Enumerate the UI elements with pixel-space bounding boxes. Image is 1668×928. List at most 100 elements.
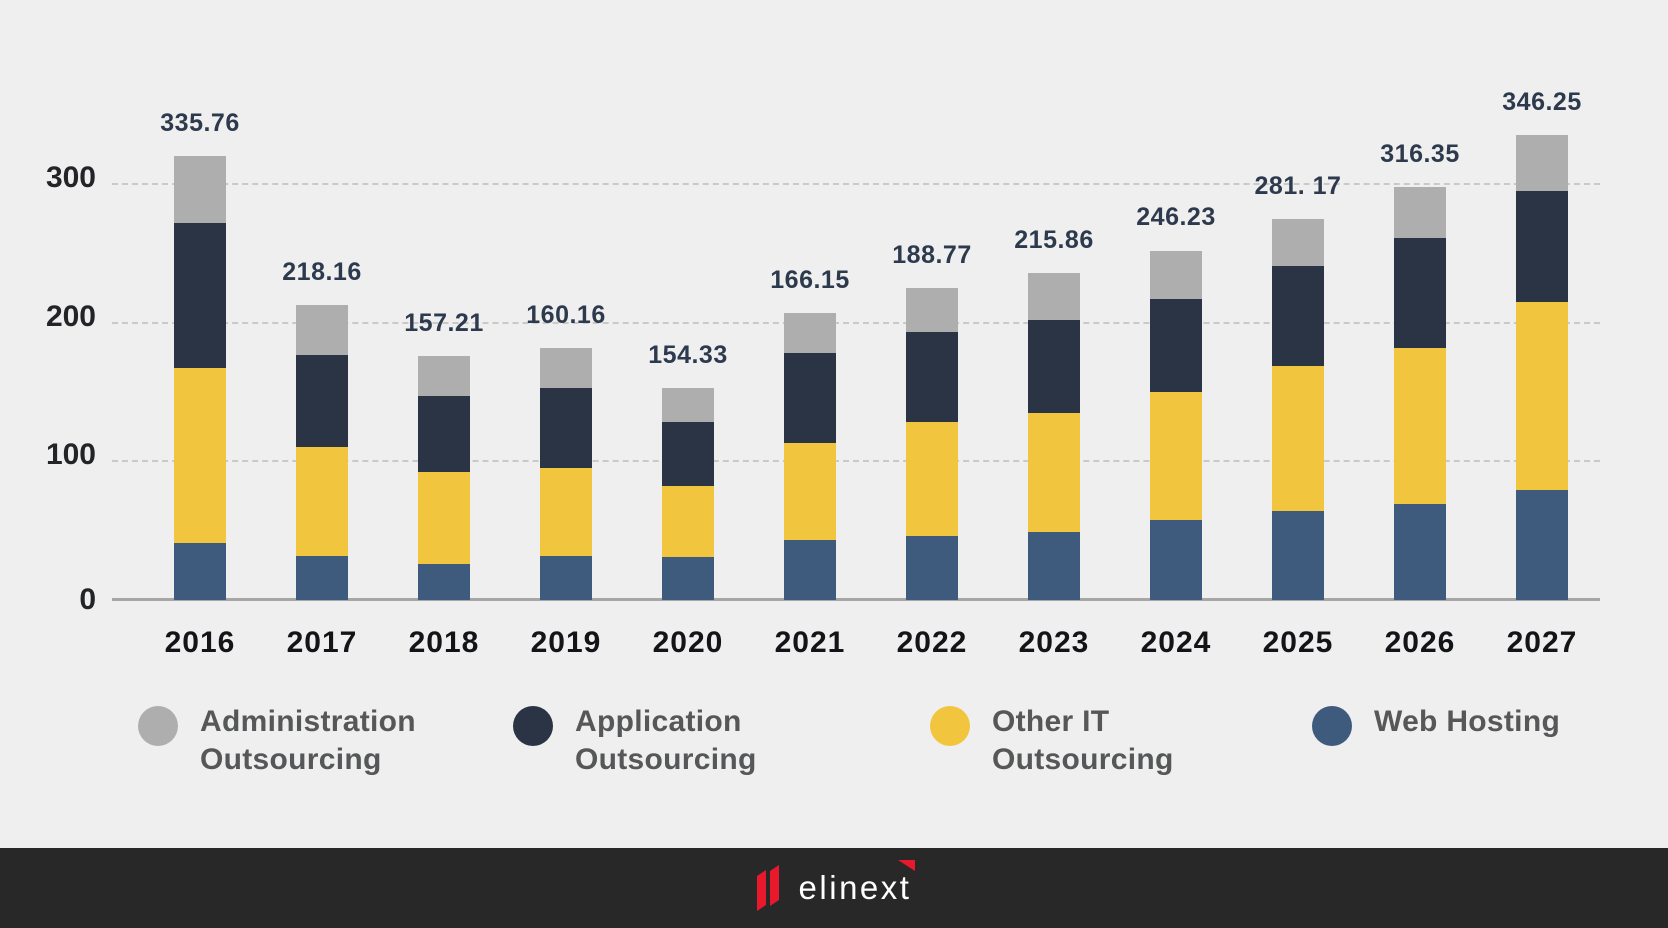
x-tick-label-2023: 2023 xyxy=(1018,626,1090,659)
bar-column-2019: 160.16 xyxy=(505,0,627,600)
legend-item-other-it-outsourcing: Other IT Outsourcing xyxy=(930,703,1174,779)
bar-segment-application-outsourcing xyxy=(906,332,958,423)
bar-segment-administration-outsourcing xyxy=(1516,135,1568,191)
bar-stack xyxy=(1028,272,1080,600)
bar-segment-application-outsourcing xyxy=(1394,238,1446,348)
bar-column-2020: 154.33 xyxy=(627,0,749,600)
bar-value-label: 335.76 xyxy=(160,109,240,138)
bar-column-2016: 335.76 xyxy=(139,0,261,600)
bar-segment-application-outsourcing xyxy=(174,222,226,369)
bar-segment-web-hosting xyxy=(540,555,592,600)
x-tick-label-2024: 2024 xyxy=(1140,626,1212,659)
bar-segment-other-it-outsourcing xyxy=(174,368,226,544)
bar-stack xyxy=(296,304,348,600)
bar-segment-administration-outsourcing xyxy=(418,355,470,397)
y-tick-label-0: 0 xyxy=(79,583,96,616)
bar-segment-other-it-outsourcing xyxy=(906,422,958,537)
bar-column-2026: 316.35 xyxy=(1359,0,1481,600)
bar-segment-application-outsourcing xyxy=(540,387,592,469)
bar-segment-web-hosting xyxy=(1150,519,1202,600)
bar-value-label: 154.33 xyxy=(648,340,728,369)
legend-swatch-icon xyxy=(930,706,970,746)
grid-line-200 xyxy=(112,321,1600,324)
x-tick-label-2020: 2020 xyxy=(652,626,724,659)
x-tick-label-2021: 2021 xyxy=(774,626,846,659)
x-tick-label-2018: 2018 xyxy=(408,626,480,659)
bar-column-2024: 246.23 xyxy=(1115,0,1237,600)
bar-segment-web-hosting xyxy=(1028,532,1080,600)
logo-accent-triangle xyxy=(898,860,916,871)
footer-bar: elinext xyxy=(0,848,1668,928)
bar-column-2023: 215.86 xyxy=(993,0,1115,600)
bar-stack xyxy=(662,387,714,600)
bar-stack xyxy=(174,156,226,600)
bar-segment-other-it-outsourcing xyxy=(1272,365,1324,512)
bar-stack xyxy=(1394,186,1446,600)
x-axis-line xyxy=(112,598,1600,601)
bar-segment-application-outsourcing xyxy=(1028,319,1080,413)
bar-segment-web-hosting xyxy=(174,543,226,600)
legend-item-label: Other IT Outsourcing xyxy=(992,705,1174,776)
elinext-wordmark: elinext xyxy=(798,869,912,906)
bar-segment-other-it-outsourcing xyxy=(662,486,714,558)
y-tick-label-300: 300 xyxy=(45,160,96,194)
bar-stack xyxy=(540,347,592,600)
legend-item-label: Application Outsourcing xyxy=(575,705,757,776)
bar-segment-application-outsourcing xyxy=(662,422,714,487)
bar-segment-web-hosting xyxy=(1272,511,1324,600)
legend-item-administration-outsourcing: Administration Outsourcing xyxy=(138,703,416,779)
bar-segment-administration-outsourcing xyxy=(296,304,348,355)
bar-segment-administration-outsourcing xyxy=(540,347,592,388)
bar-value-label: 316.35 xyxy=(1380,139,1460,168)
bar-column-2025: 281. 17 xyxy=(1237,0,1359,600)
x-tick-label-2027: 2027 xyxy=(1506,626,1578,659)
bar-stack xyxy=(418,355,470,600)
x-tick-label-2025: 2025 xyxy=(1262,626,1334,659)
bar-segment-administration-outsourcing xyxy=(1272,218,1324,266)
bar-column-2017: 218.16 xyxy=(261,0,383,600)
legend-swatch-icon xyxy=(138,706,178,746)
bar-segment-other-it-outsourcing xyxy=(418,472,470,564)
bar-segment-application-outsourcing xyxy=(1272,265,1324,366)
legend-swatch-icon xyxy=(1312,706,1352,746)
bar-value-label: 281. 17 xyxy=(1254,171,1342,200)
legend-item-label: Web Hosting xyxy=(1374,705,1561,738)
bar-segment-application-outsourcing xyxy=(418,396,470,473)
x-tick-label-2016: 2016 xyxy=(164,626,236,659)
bar-stack xyxy=(1272,218,1324,600)
bar-segment-other-it-outsourcing xyxy=(1150,391,1202,520)
bar-stack xyxy=(784,312,836,600)
bar-segment-other-it-outsourcing xyxy=(1028,412,1080,533)
x-tick-label-2017: 2017 xyxy=(286,626,358,659)
x-tick-label-2026: 2026 xyxy=(1384,626,1456,659)
bar-value-label: 160.16 xyxy=(526,300,606,329)
bar-segment-administration-outsourcing xyxy=(1150,250,1202,300)
bar-value-label: 246.23 xyxy=(1136,203,1216,232)
bar-column-2027: 346.25 xyxy=(1481,0,1603,600)
elinext-logo: elinext xyxy=(756,860,916,911)
bar-segment-web-hosting xyxy=(418,563,470,600)
bar-value-label: 346.25 xyxy=(1502,88,1582,117)
bar-segment-other-it-outsourcing xyxy=(296,447,348,556)
bar-segment-administration-outsourcing xyxy=(1028,272,1080,320)
legend-item-application-outsourcing: Application Outsourcing xyxy=(513,703,757,779)
bar-segment-other-it-outsourcing xyxy=(540,468,592,556)
bar-stack xyxy=(906,287,958,600)
bar-segment-administration-outsourcing xyxy=(906,287,958,333)
legend-swatch-icon xyxy=(513,706,553,746)
bar-column-2022: 188.77 xyxy=(871,0,993,600)
bar-segment-other-it-outsourcing xyxy=(784,443,836,541)
bar-segment-application-outsourcing xyxy=(296,354,348,448)
elinext-wordmark-wrap: elinext xyxy=(798,860,916,907)
bar-segment-application-outsourcing xyxy=(1150,299,1202,392)
bar-segment-administration-outsourcing xyxy=(174,156,226,223)
elinext-logo-icon xyxy=(756,865,779,911)
bar-segment-web-hosting xyxy=(906,536,958,600)
bar-segment-administration-outsourcing xyxy=(1394,186,1446,239)
bar-segment-other-it-outsourcing xyxy=(1516,301,1568,491)
bar-column-2018: 157.21 xyxy=(383,0,505,600)
bar-segment-administration-outsourcing xyxy=(662,387,714,423)
bar-value-label: 218.16 xyxy=(282,257,362,286)
bar-value-label: 188.77 xyxy=(892,240,972,269)
